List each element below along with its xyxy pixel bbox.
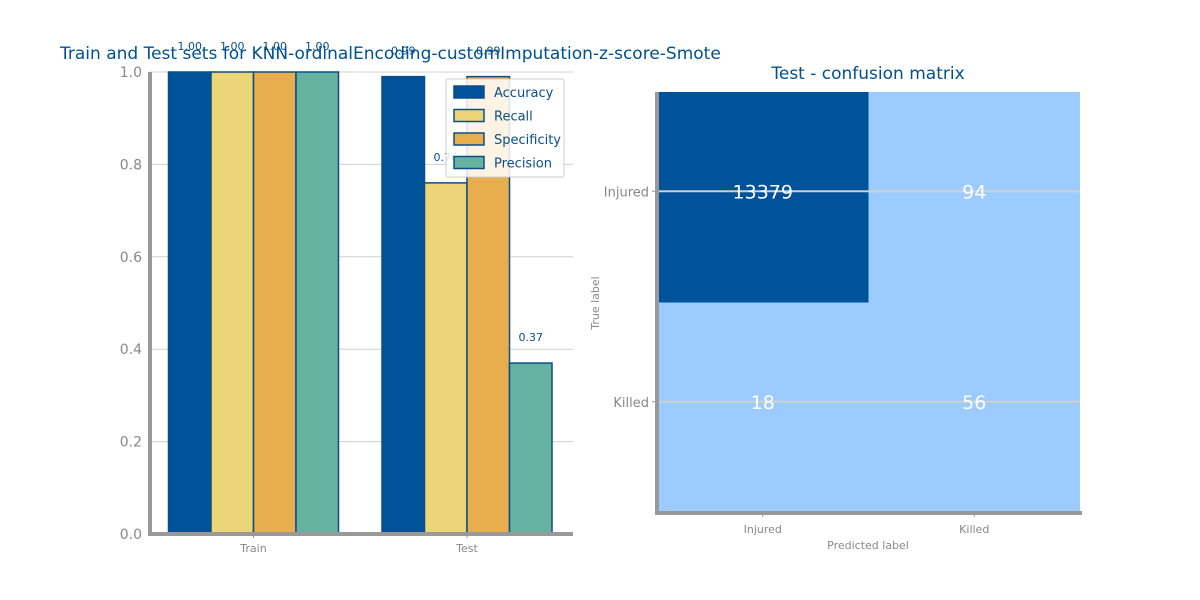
y-tick-label: 0.8 <box>120 157 142 173</box>
legend-swatch-precision <box>453 155 485 170</box>
legend-swatch-recall <box>453 108 485 123</box>
legend-label-precision: Precision <box>494 157 552 172</box>
legend-label-specificity: Specificity <box>494 133 561 148</box>
bar-chart-x-ticks: Train Test <box>239 534 479 555</box>
cm-cell-1-1 <box>868 302 1080 513</box>
confusion-matrix-cells <box>657 92 1080 513</box>
legend-swatch-accuracy <box>453 85 485 99</box>
confusion-matrix-x-axis-label: Predicted label <box>827 539 909 552</box>
y-tick-label: 0.4 <box>120 342 142 358</box>
confusion-matrix-ticks: Injured Killed Injured Killed <box>604 185 990 536</box>
legend-swatch-specificity <box>453 132 485 146</box>
bar-accuracy-train <box>167 71 212 535</box>
legend-label-accuracy: Accuracy <box>494 86 554 101</box>
y-tick-label: 1.0 <box>120 65 142 81</box>
bar-chart-axes <box>148 72 573 536</box>
data-label-precision-test: 0.37 <box>519 331 544 344</box>
confusion-matrix-values: 13379 94 18 56 <box>733 181 987 414</box>
data-label-accuracy-train: 1.00 <box>178 40 203 53</box>
bar-precision-train <box>295 71 340 535</box>
legend-box <box>445 78 565 178</box>
cm-y-tick-label: Injured <box>604 185 649 200</box>
cm-value-0-1: 94 <box>962 181 986 203</box>
cm-cell-0-1 <box>868 92 1080 303</box>
confusion-matrix-axes <box>655 92 1082 515</box>
y-tick-label: 0.0 <box>120 527 142 543</box>
confusion-matrix-title: Test - confusion matrix <box>770 64 964 84</box>
cm-x-tick-label: Killed <box>959 523 989 536</box>
bar-recall-train <box>210 71 255 535</box>
bar-chart-bars <box>167 71 553 535</box>
cm-cell-0-0 <box>657 92 869 303</box>
x-tick-label: Train <box>239 542 266 555</box>
x-tick-label: Test <box>455 542 478 555</box>
y-tick-label: 0.6 <box>120 250 142 266</box>
cm-y-tick-label: Killed <box>613 396 649 411</box>
confusion-matrix-y-axis-label: True label <box>589 276 602 330</box>
confusion-matrix-gridlines <box>657 190 1080 403</box>
y-tick-label: 0.2 <box>120 435 142 451</box>
data-label-precision-train: 1.00 <box>305 40 330 53</box>
data-label-specificity-test: 0.99 <box>476 45 501 58</box>
cm-value-0-0: 13379 <box>733 181 793 203</box>
bar-chart-legend: Accuracy Recall Specificity Precision <box>445 78 565 178</box>
bar-specificity-train <box>252 71 297 535</box>
data-label-accuracy-test: 0.99 <box>391 45 416 58</box>
cm-x-tick-label: Injured <box>744 523 782 536</box>
bar-chart-y-ticks: 0.0 0.2 0.4 0.6 0.8 1.0 <box>120 65 142 543</box>
cm-value-1-1: 56 <box>962 392 986 414</box>
legend-label-recall: Recall <box>494 110 533 125</box>
bar-precision-test <box>508 362 553 535</box>
bar-chart-title: Train and Test sets for KNN-ordinalEncod… <box>59 44 721 64</box>
bar-recall-test <box>423 182 468 535</box>
cm-cell-1-0 <box>657 302 869 513</box>
data-label-recall-train: 1.00 <box>220 40 245 53</box>
data-label-specificity-train: 1.00 <box>263 40 288 53</box>
cm-value-1-0: 18 <box>751 392 775 414</box>
bar-accuracy-test <box>381 75 426 535</box>
